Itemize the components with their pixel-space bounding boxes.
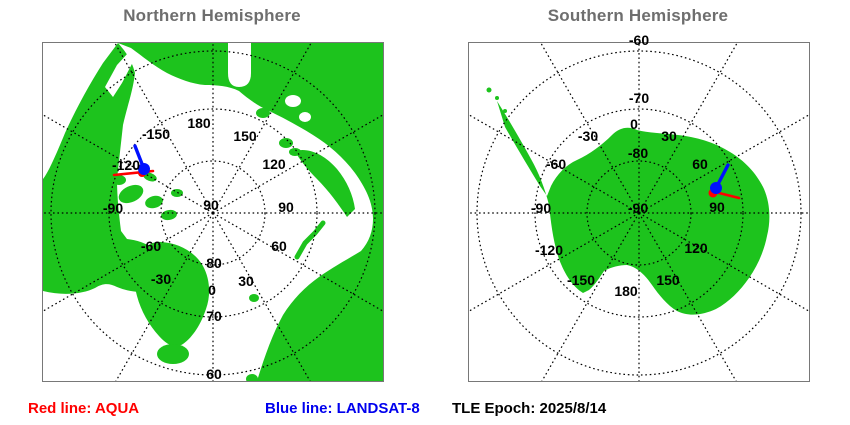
top-inlet-sea: [228, 43, 251, 87]
south-meridian-line-8: [469, 212, 640, 312]
south-latitude-ring-2: [476, 50, 802, 376]
south-shetland-island-1: [486, 87, 492, 93]
south-meridian-line-2: [638, 114, 809, 214]
novaya-zemlya-island: [294, 220, 326, 260]
south-latitude-ring-1: [534, 108, 744, 318]
north-graticule: [43, 43, 383, 381]
north-meridian-line-4: [212, 212, 383, 312]
south-meridian-line-7: [541, 212, 640, 381]
northern-map-box: 180 -150 150 -120 120 -90 90 -60 60 -30 30 0 90 80 70 6…: [42, 42, 384, 382]
north-meridian-line-1: [212, 43, 312, 214]
britain-island: [246, 374, 258, 381]
north-latitude-ring-1: [108, 108, 318, 318]
north-meridian-line-2: [212, 114, 383, 214]
north-latitude-ring-0: [160, 160, 266, 266]
legend-tle-epoch: TLE Epoch: 2025/8/14: [452, 400, 607, 417]
northern-map-title: Northern Hemisphere: [123, 6, 301, 25]
north-landsat8-position-dot: [138, 163, 150, 175]
arctic-island-2: [145, 195, 163, 209]
south-meridian-line-10: [469, 114, 640, 214]
south-meridian-line-11: [540, 43, 640, 214]
legend-red-aqua: Red line: AQUA: [28, 400, 140, 417]
svalbard-island: [249, 294, 259, 302]
arctic-island-3: [112, 175, 126, 185]
southern-map-title: Southern Hemisphere: [547, 6, 729, 25]
south-latitude-ring-0: [586, 160, 692, 266]
north-meridian-line-8: [43, 212, 214, 312]
taymyr-peninsula: [295, 149, 355, 217]
arctic-island-6: [171, 189, 183, 197]
south-meridian-line-1: [638, 43, 738, 214]
new-siberian-island: [256, 108, 270, 118]
northern-map-svg: [43, 43, 383, 381]
south-landsat8-position-dot: [710, 182, 722, 194]
southern-map-svg: [469, 43, 809, 381]
arctic-island-1: [118, 184, 144, 204]
south-graticule: [469, 43, 809, 381]
south-meridian-line-4: [638, 212, 809, 312]
arctic-island-5: [161, 209, 177, 221]
south-shetland-island-2: [495, 96, 499, 100]
south-meridian-line-5: [638, 212, 737, 381]
north-meridian-line-11: [114, 43, 214, 214]
north-latitude-ring-2: [50, 50, 376, 376]
siberian-sea-pocket: [285, 95, 301, 107]
severnaya-zemlya-island: [279, 138, 293, 148]
antarctica-landmass: [497, 101, 770, 315]
north-meridian-line-5: [212, 212, 311, 381]
arctic-island-4: [143, 172, 157, 182]
north-america-landmass: [43, 43, 163, 294]
legend-blue-landsat8: Blue line: LANDSAT-8: [265, 400, 420, 417]
iceland: [157, 344, 189, 364]
greenland: [134, 241, 210, 347]
southern-map-box: 0 30 60 90 120 150 180 -150 -120 -90 -60 -30 -60 -70-…: [468, 33, 810, 382]
south-marker: [708, 163, 741, 200]
north-meridian-line-10: [43, 114, 214, 214]
south-shetland-island-3: [503, 109, 507, 113]
siberian-sea-pocket2: [299, 112, 311, 122]
north-marker: [112, 144, 155, 177]
north-meridian-line-7: [115, 212, 214, 381]
eurasia-landmass: [118, 43, 383, 381]
